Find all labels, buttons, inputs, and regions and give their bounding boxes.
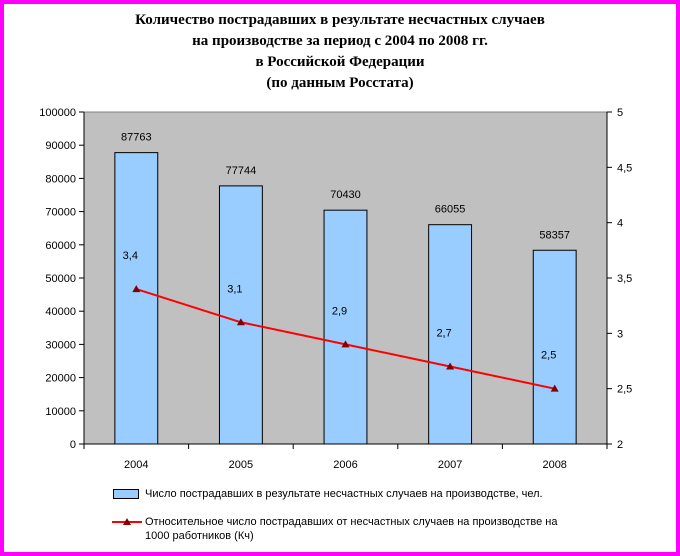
y-tick-label: 20000 <box>45 373 76 385</box>
y-tick-label: 30000 <box>45 339 76 351</box>
y-tick-label: 40000 <box>45 306 76 318</box>
y2-tick-label: 5 <box>617 107 623 119</box>
bar <box>114 152 159 445</box>
legend-triangle-marker-icon <box>123 518 131 525</box>
y2-tick-label: 4 <box>617 218 623 230</box>
chart-title: Количество пострадавших в результате нес… <box>0 10 680 94</box>
x-tick-label: 2005 <box>229 459 253 471</box>
y-tick-label: 50000 <box>45 273 76 285</box>
bar-data-label: 87763 <box>121 132 152 144</box>
line-point-marker <box>341 340 350 348</box>
bar <box>532 249 577 445</box>
line-point-marker <box>550 384 559 392</box>
title-line-3: в Российской Федерации <box>255 54 425 70</box>
bar-data-label: 66055 <box>435 204 466 216</box>
y-tick-label: 10000 <box>45 406 76 418</box>
title-line-1: Количество пострадавших в результате нес… <box>135 12 545 28</box>
y2-tick-label: 2,5 <box>617 384 632 396</box>
legend-bar-label: Число пострадавших в результате несчастн… <box>145 488 543 500</box>
line-data-label: 2,7 <box>436 328 451 340</box>
line-data-label: 3,1 <box>227 283 242 295</box>
x-tick-label: 2007 <box>438 459 462 471</box>
legend-line-label-1: Относительное число пострадавших от несч… <box>145 516 558 528</box>
y2-tick-label: 3 <box>617 328 623 340</box>
title-line-4: (по данным Росстата) <box>266 75 414 91</box>
y2-tick-label: 4,5 <box>617 162 632 174</box>
x-tick-label: 2004 <box>124 459 148 471</box>
line-point-marker <box>236 318 245 326</box>
legend-line-swatch <box>112 518 142 525</box>
x-tick-label: 2008 <box>542 459 566 471</box>
bar-data-label: 70430 <box>330 189 361 201</box>
y2-tick-label: 2 <box>617 439 623 451</box>
line-data-label: 2,9 <box>332 305 347 317</box>
bar-data-label: 77744 <box>226 165 257 177</box>
y-tick-label: 90000 <box>45 140 76 152</box>
title-line-2: на производстве за период с 2004 по 2008… <box>192 33 488 49</box>
legend-line-label: Относительное число пострадавших от несч… <box>145 515 557 543</box>
line-data-label: 2,5 <box>541 350 556 362</box>
y-tick-label: 80000 <box>45 173 76 185</box>
y-tick-label: 60000 <box>45 240 76 252</box>
bar <box>218 185 263 445</box>
y-tick-label: 100000 <box>39 107 76 119</box>
legend-bar-swatch <box>113 489 139 499</box>
bar <box>428 224 473 445</box>
x-tick-label: 2006 <box>333 459 357 471</box>
line-point-marker <box>446 362 455 370</box>
y-tick-label: 0 <box>70 439 76 451</box>
bar <box>323 209 368 445</box>
line-point-marker <box>132 285 141 293</box>
bar-data-label: 58357 <box>539 229 570 241</box>
line-data-label: 3,4 <box>123 250 138 262</box>
legend-line-label-2: 1000 работников (Кч) <box>145 530 254 542</box>
y2-tick-label: 3,5 <box>617 273 632 285</box>
y-tick-label: 70000 <box>45 207 76 219</box>
